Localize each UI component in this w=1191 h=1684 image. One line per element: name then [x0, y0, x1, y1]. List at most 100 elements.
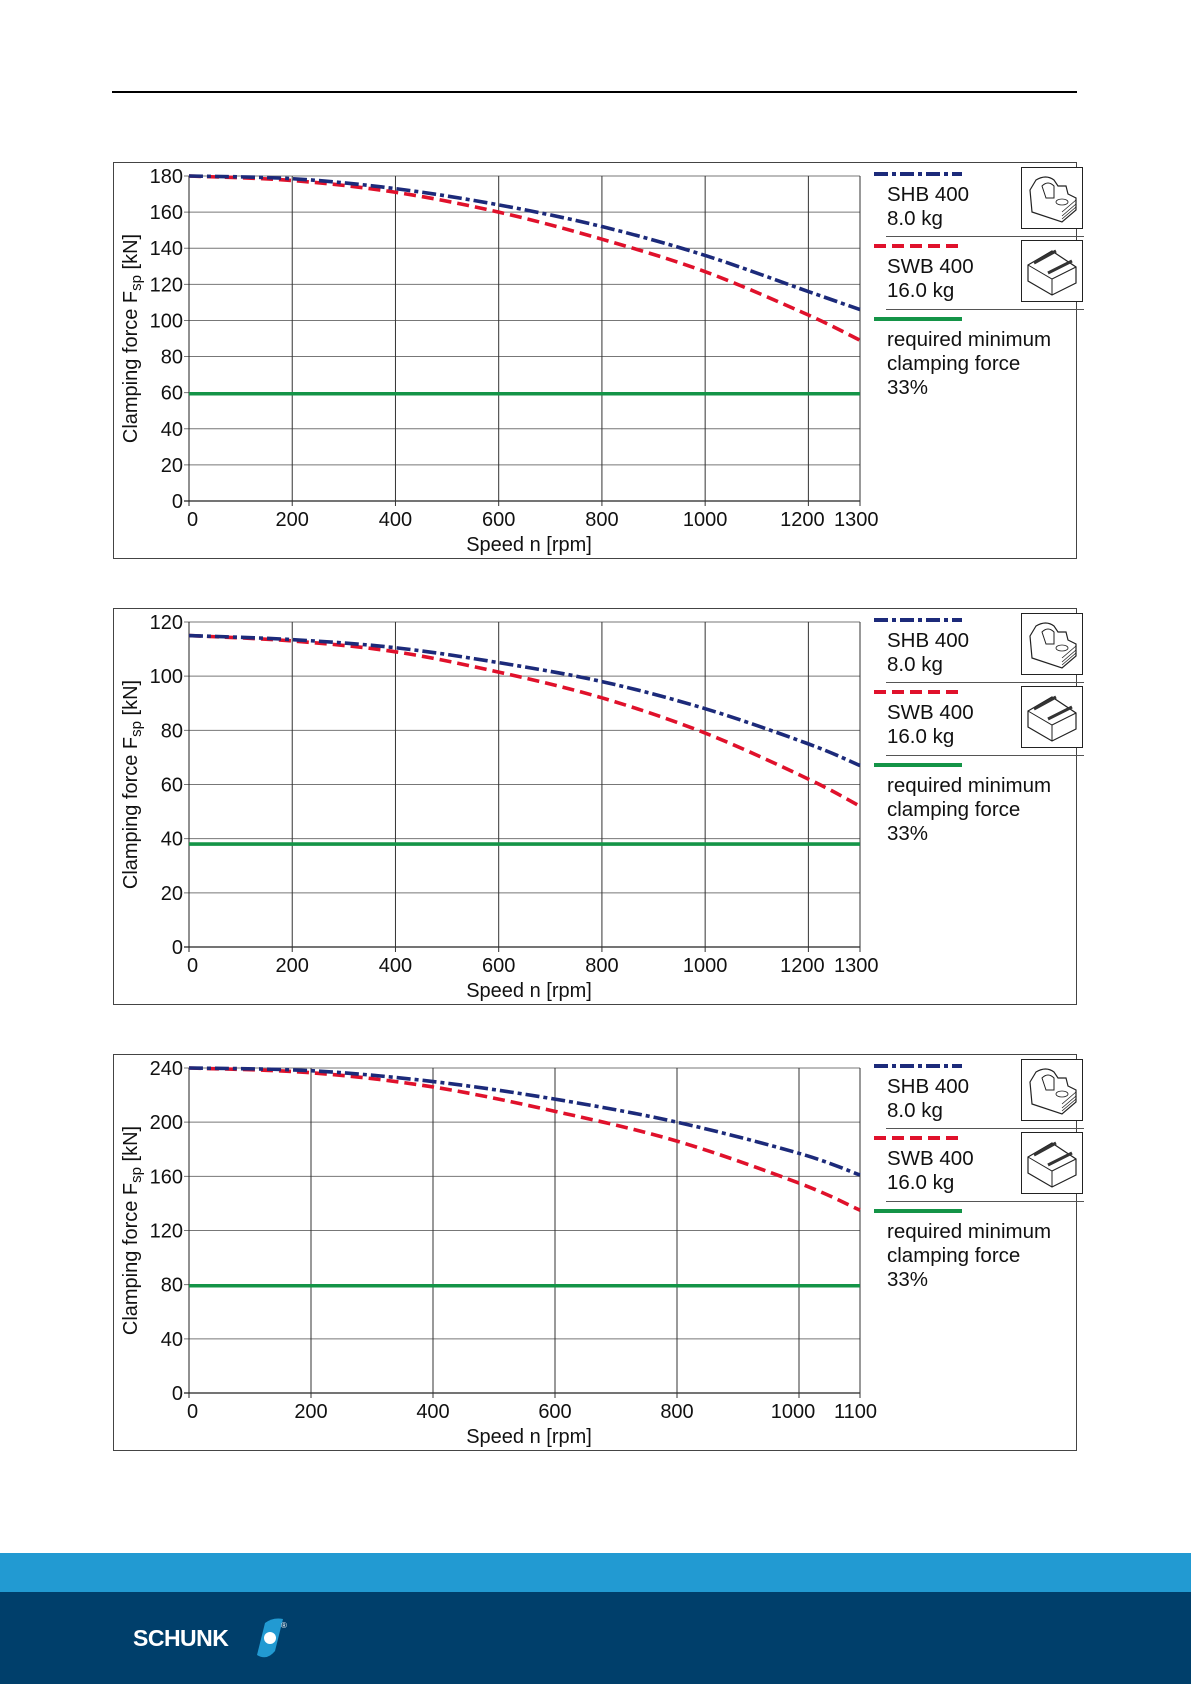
legend-line-shb: [874, 1064, 962, 1068]
x-tick-label: 800: [660, 1401, 693, 1423]
y-axis-label: Clamping force Fsp [kN]: [120, 1126, 145, 1335]
x-tick-label: 1300: [834, 955, 879, 977]
x-axis-label: Speed n [rpm]: [466, 534, 592, 556]
x-tick-label: 200: [276, 509, 309, 531]
x-tick-label: 200: [276, 955, 309, 977]
x-tick-label: 1000: [683, 509, 728, 531]
y-axis-label: Clamping force Fsp [kN]: [120, 680, 145, 889]
x-tick-label: 1000: [683, 955, 728, 977]
x-axis-label: Speed n [rpm]: [466, 1426, 592, 1448]
y-tick-label: 40: [161, 829, 183, 851]
y-tick-label: 160: [150, 202, 183, 224]
chart-panel-2: 0 20 40 60 80 100 120 0 200 400 600 800 1000 1200 1300…: [113, 608, 1084, 1005]
x-tick-label: 200: [294, 1401, 327, 1423]
series-line-swb: [188, 633, 861, 808]
x-tick-label: 0: [187, 509, 198, 531]
legend-swb-name: SWB 400: [887, 1147, 974, 1170]
legend-swb-name: SWB 400: [887, 701, 974, 724]
legend-line-swb: [874, 244, 962, 248]
x-tick-label: 400: [379, 509, 412, 531]
x-tick-label: 1200: [780, 955, 825, 977]
legend-divider: [886, 1201, 1084, 1202]
y-tick-label: 120: [150, 274, 183, 296]
y-tick-label: 120: [150, 1221, 183, 1243]
legend-line-min-force: [874, 317, 962, 321]
registered-mark: ®: [281, 1621, 287, 1630]
y-tick-label: 60: [161, 775, 183, 797]
chart-1-plot: 0 20 40 60 80 100 120 140 160 180 0 200 400 600 800 100…: [120, 166, 879, 556]
x-tick-label: 400: [416, 1401, 449, 1423]
legend-min-line3: 33%: [887, 822, 929, 845]
legend-divider: [886, 309, 1084, 310]
logo-wordmark: SCHUNK: [133, 1625, 229, 1651]
jaw-stepped-icon: [1021, 167, 1083, 229]
y-tick-label: 160: [150, 1166, 183, 1188]
jaw-block-icon: [1021, 686, 1083, 748]
legend-swb-weight: 16.0 kg: [887, 279, 955, 302]
x-tick-label: 1100: [834, 1401, 877, 1423]
jaw-stepped-icon: [1021, 1059, 1083, 1121]
y-tick-label: 120: [150, 612, 183, 634]
legend-min-line3: 33%: [887, 1268, 929, 1291]
legend-swb-name: SWB 400: [887, 255, 974, 278]
legend-min-line1: required minimum: [887, 774, 1052, 797]
legend-divider: [886, 682, 1084, 683]
legend-shb-name: SHB 400: [887, 1075, 970, 1098]
x-tick-label: 1300: [834, 509, 879, 531]
y-tick-label: 0: [172, 1383, 183, 1405]
x-tick-label: 600: [538, 1401, 571, 1423]
x-tick-label: 600: [482, 509, 515, 531]
legend-min-line1: required minimum: [887, 328, 1052, 351]
y-tick-label: 80: [161, 1275, 183, 1297]
legend-line-shb: [874, 172, 962, 176]
y-tick-label: 80: [161, 720, 183, 742]
legend-shb-weight: 8.0 kg: [887, 1099, 943, 1122]
legend-divider: [886, 1128, 1084, 1129]
y-tick-label: 240: [150, 1058, 183, 1080]
jaw-block-icon: [1021, 240, 1083, 302]
legend-swb-weight: 16.0 kg: [887, 725, 955, 748]
y-tick-label: 100: [150, 666, 183, 688]
series-line-shb: [188, 633, 861, 768]
footer-band: [0, 1592, 1191, 1684]
y-tick-label: 0: [172, 937, 183, 959]
series-line-shb: [188, 174, 861, 312]
y-tick-label: 40: [161, 419, 183, 441]
legend-shb-weight: 8.0 kg: [887, 653, 943, 676]
x-tick-label: 0: [187, 1401, 198, 1423]
x-tick-label: 1000: [771, 1401, 816, 1423]
legend-shb-weight: 8.0 kg: [887, 207, 943, 230]
y-tick-label: 100: [150, 310, 183, 332]
y-axis-label: Clamping force Fsp [kN]: [120, 234, 145, 443]
chart-3-plot: 0 40 80 120 160 200 240 0 200 400 600 800 1000 1100 Sp…: [120, 1058, 877, 1448]
legend-min-line2: clamping force: [887, 1244, 1021, 1267]
y-tick-label: 40: [161, 1329, 183, 1351]
x-tick-label: 0: [187, 955, 198, 977]
x-tick-label: 800: [585, 955, 618, 977]
y-tick-label: 180: [150, 166, 183, 188]
series-line-shb: [188, 1066, 861, 1177]
series-line-swb: [188, 1066, 861, 1212]
legend-line-min-force: [874, 1209, 962, 1213]
y-tick-label: 80: [161, 347, 183, 369]
x-tick-label: 400: [379, 955, 412, 977]
schunk-logo: SCHUNK ®: [133, 1615, 293, 1665]
y-tick-label: 20: [161, 455, 183, 477]
legend-shb-name: SHB 400: [887, 183, 970, 206]
chart-panel-1: 0 20 40 60 80 100 120 140 160 180 0 200 400 600 800 100…: [113, 162, 1084, 559]
x-tick-label: 1200: [780, 509, 825, 531]
series-line-swb: [188, 174, 861, 342]
x-axis-label: Speed n [rpm]: [466, 980, 592, 1002]
y-tick-label: 140: [150, 238, 183, 260]
legend-min-line2: clamping force: [887, 798, 1021, 821]
y-tick-label: 20: [161, 883, 183, 905]
legend-line-swb: [874, 690, 962, 694]
x-tick-label: 800: [585, 509, 618, 531]
y-tick-label: 60: [161, 383, 183, 405]
chart-panel-3: 0 40 80 120 160 200 240 0 200 400 600 800 1000 1100 Sp…: [113, 1054, 1084, 1451]
y-tick-label: 0: [172, 491, 183, 513]
legend-min-line1: required minimum: [887, 1220, 1052, 1243]
legend-min-line3: 33%: [887, 376, 929, 399]
jaw-stepped-icon: [1021, 613, 1083, 675]
